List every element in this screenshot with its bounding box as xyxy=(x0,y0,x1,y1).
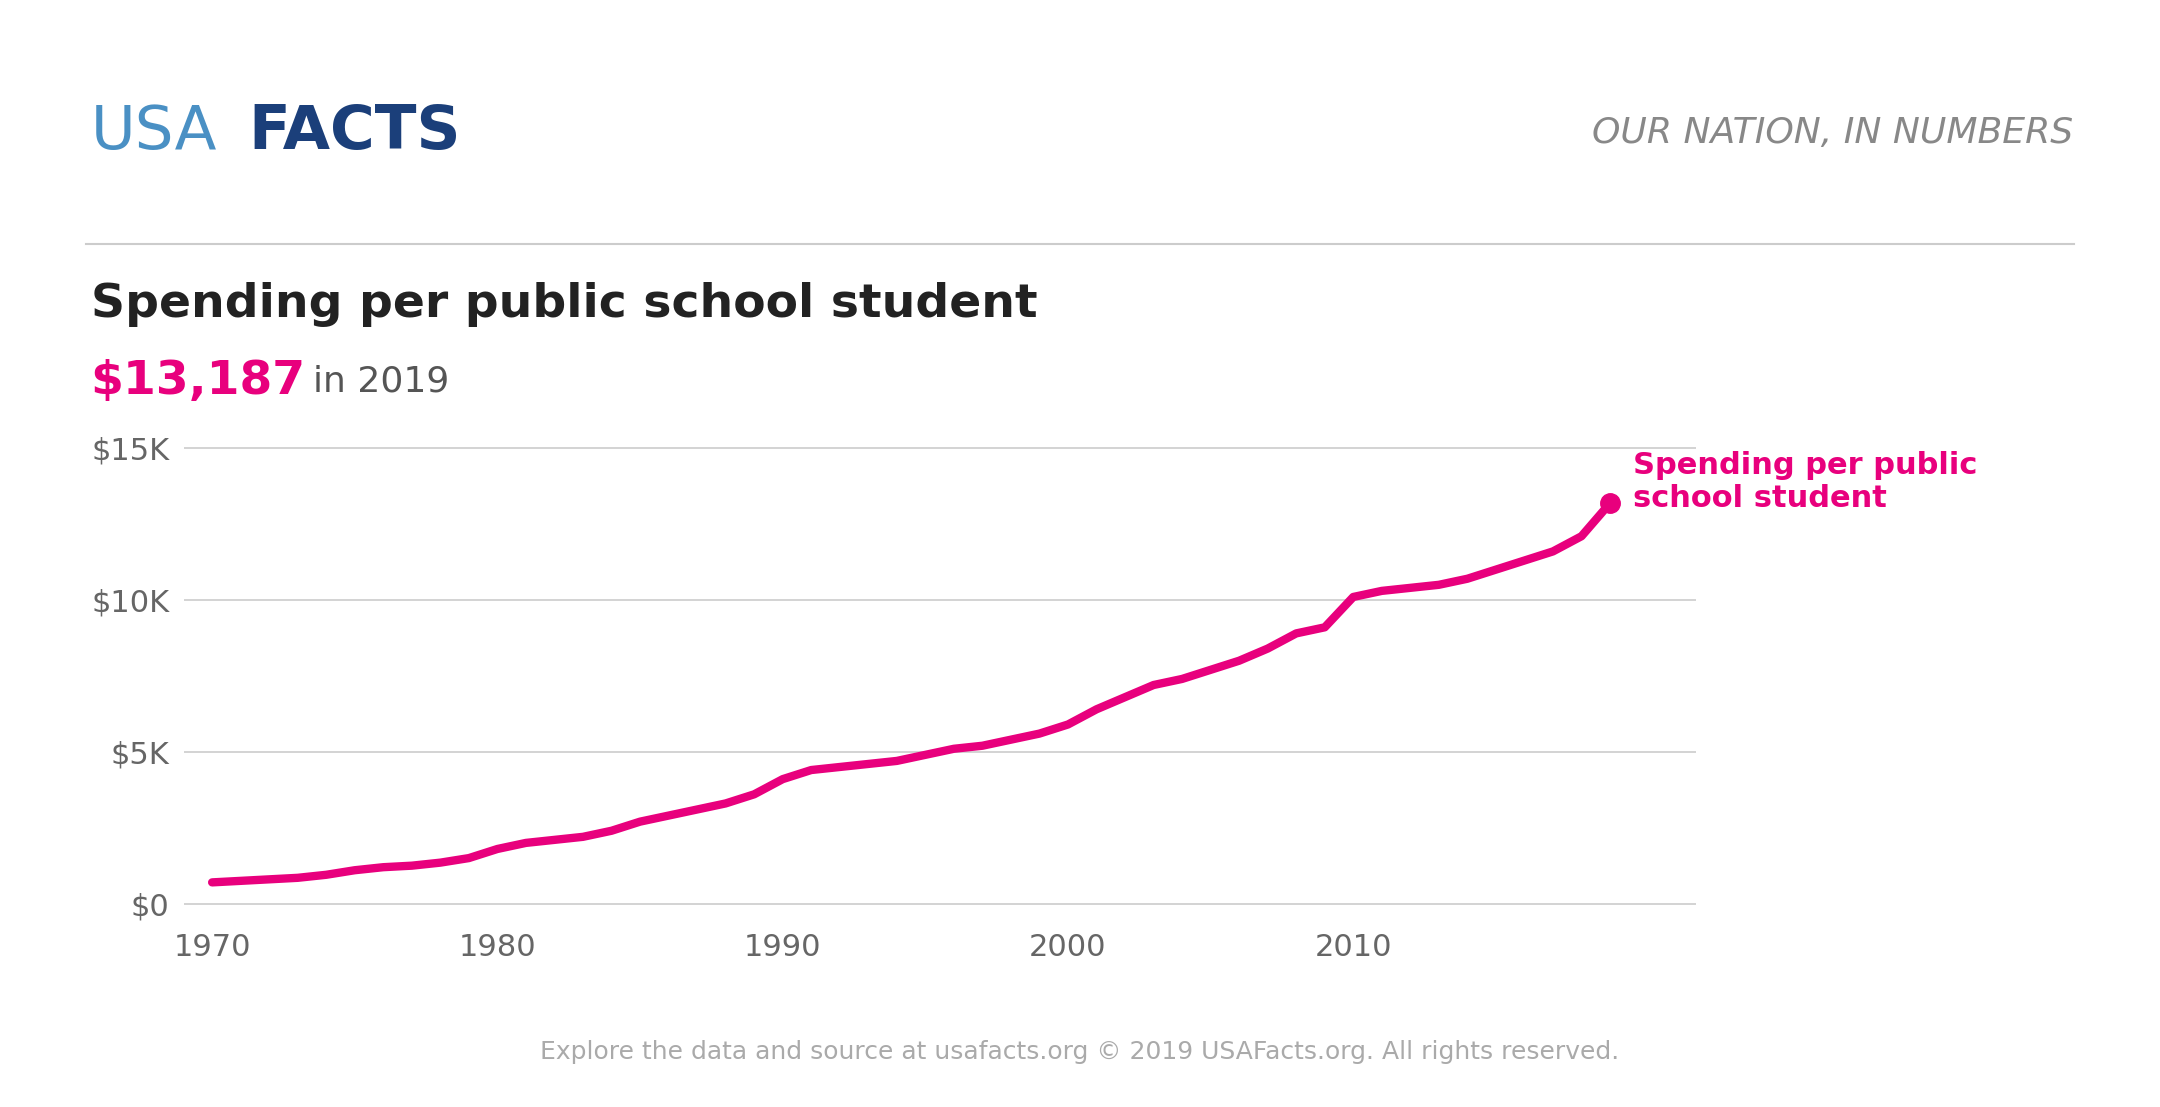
Text: Spending per public school student: Spending per public school student xyxy=(91,282,1037,327)
Text: OUR NATION, IN NUMBERS: OUR NATION, IN NUMBERS xyxy=(1592,116,2074,149)
Text: FACTS: FACTS xyxy=(248,103,460,163)
Text: Spending per public
school student: Spending per public school student xyxy=(1633,451,1976,514)
Text: USA: USA xyxy=(91,103,218,163)
Text: $13,187: $13,187 xyxy=(91,360,307,404)
Text: Explore the data and source at usafacts.org © 2019 USAFacts.org. All rights rese: Explore the data and source at usafacts.… xyxy=(540,1039,1620,1064)
Text: in 2019: in 2019 xyxy=(313,365,449,399)
